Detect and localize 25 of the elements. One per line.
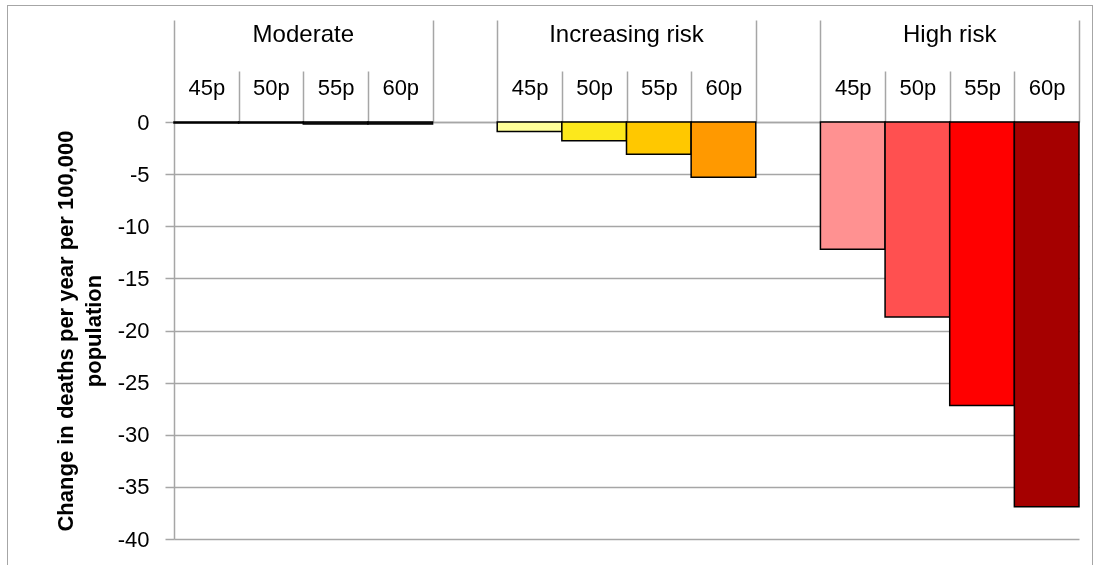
y-axis-title: Change in deaths per year per 100,000 population: [52, 130, 106, 532]
x-tick-label: 50p: [576, 74, 614, 100]
y-tick-label: -40: [117, 526, 150, 552]
x-tick-label: 45p: [188, 74, 226, 100]
text: High risk: [903, 20, 998, 47]
x-tick-label: 60p: [382, 74, 420, 100]
y-tick-label: -10: [117, 213, 150, 239]
text: Increasing risk: [549, 20, 705, 47]
y-tick-label: -15: [117, 265, 150, 291]
text: Moderate: [252, 20, 354, 47]
y-tick-label: -30: [117, 422, 150, 448]
x-tick-label: 50p: [899, 74, 937, 100]
x-tick-label: 50p: [253, 74, 290, 100]
y-tick-label: -20: [117, 318, 150, 343]
y-tick-label: -35: [117, 474, 150, 500]
y-tick-label: 0: [137, 109, 150, 135]
x-tick-label: 45p: [511, 74, 549, 100]
y-tick-label: -25: [117, 370, 150, 396]
x-tick-label: 55p: [317, 74, 355, 100]
x-tick-label: 60p: [705, 74, 743, 100]
x-tick-label: 55p: [964, 74, 1001, 100]
x-tick-label: 45p: [834, 74, 872, 100]
x-tick-label: 55p: [640, 74, 678, 100]
x-tick-label: 60p: [1028, 74, 1066, 100]
y-tick-label: -5: [129, 161, 150, 187]
